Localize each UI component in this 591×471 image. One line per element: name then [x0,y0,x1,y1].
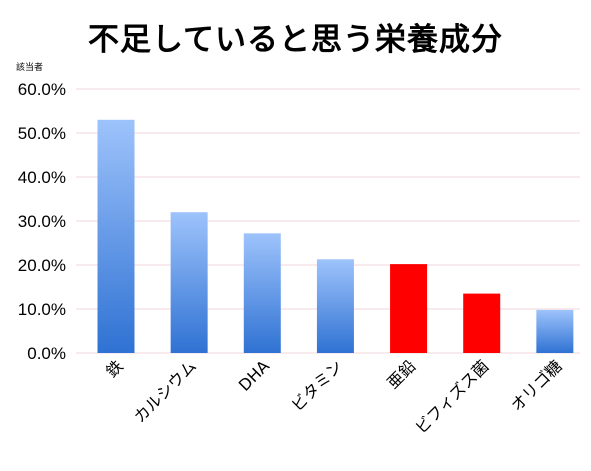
bar-7 [536,309,574,353]
chart-title: 不足していると思う栄養成分 [87,22,504,58]
y-tick-label: 40.0% [18,168,66,187]
y-tick-label: 30.0% [18,212,66,231]
y-tick-label: 10.0% [18,300,66,319]
y-tick-label: 20.0% [18,256,66,275]
bar-2 [170,212,208,353]
x-tick-label: ビフィズス菌 [411,356,492,437]
x-tick-label: DHA [235,356,273,394]
x-axis-labels: 鉄カルシウム DHA ビタミン 亜鉛ビフィズス菌 オリゴ糖 [102,356,566,437]
x-tick-label: カルシウム [130,356,200,426]
bar-4 [316,259,354,353]
bar-5 [390,264,428,353]
bar-1 [97,119,135,353]
x-tick-label: オリゴ糖 [507,356,566,415]
bar-6 [463,293,501,353]
y-tick-label: 60.0% [18,80,66,99]
y-tick-label: 50.0% [18,124,66,143]
x-tick-label: 鉄 [102,356,127,381]
y-axis-label: 該当者 [16,63,44,73]
x-tick-label: ビタミン [288,356,347,415]
bars [97,119,574,353]
bar-3 [243,233,281,353]
y-axis-ticks: 0.0% 10.0% 20.0% 30.0% 40.0% 50.0% 60.0% [18,80,66,363]
y-tick-label: 0.0% [27,344,66,363]
x-tick-label: 亜鉛 [383,356,419,392]
